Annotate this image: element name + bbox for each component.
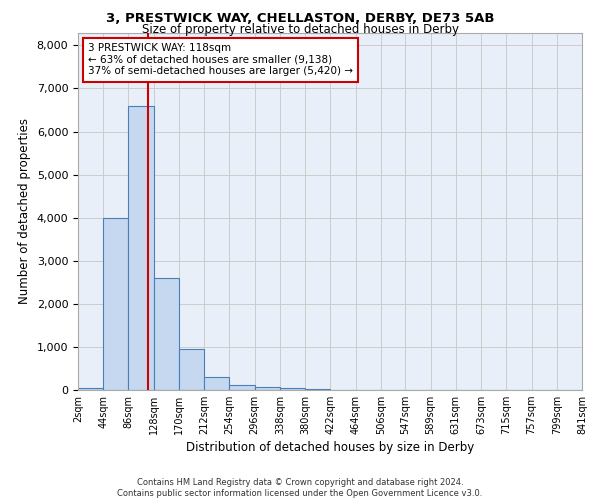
X-axis label: Distribution of detached houses by size in Derby: Distribution of detached houses by size … [186, 442, 474, 454]
Y-axis label: Number of detached properties: Number of detached properties [18, 118, 31, 304]
Bar [154, 278, 179, 390]
Text: 3, PRESTWICK WAY, CHELLASTON, DERBY, DE73 5AB: 3, PRESTWICK WAY, CHELLASTON, DERBY, DE7… [106, 12, 494, 26]
Bar [280, 388, 305, 390]
Bar [179, 349, 204, 390]
Bar [254, 388, 280, 390]
Bar [103, 218, 128, 390]
Bar [78, 388, 103, 390]
Text: Contains HM Land Registry data © Crown copyright and database right 2024.
Contai: Contains HM Land Registry data © Crown c… [118, 478, 482, 498]
Text: Size of property relative to detached houses in Derby: Size of property relative to detached ho… [142, 22, 458, 36]
Text: 3 PRESTWICK WAY: 118sqm
← 63% of detached houses are smaller (9,138)
37% of semi: 3 PRESTWICK WAY: 118sqm ← 63% of detache… [88, 43, 353, 76]
Bar [128, 106, 154, 390]
Bar [204, 377, 229, 390]
Bar [229, 385, 254, 390]
